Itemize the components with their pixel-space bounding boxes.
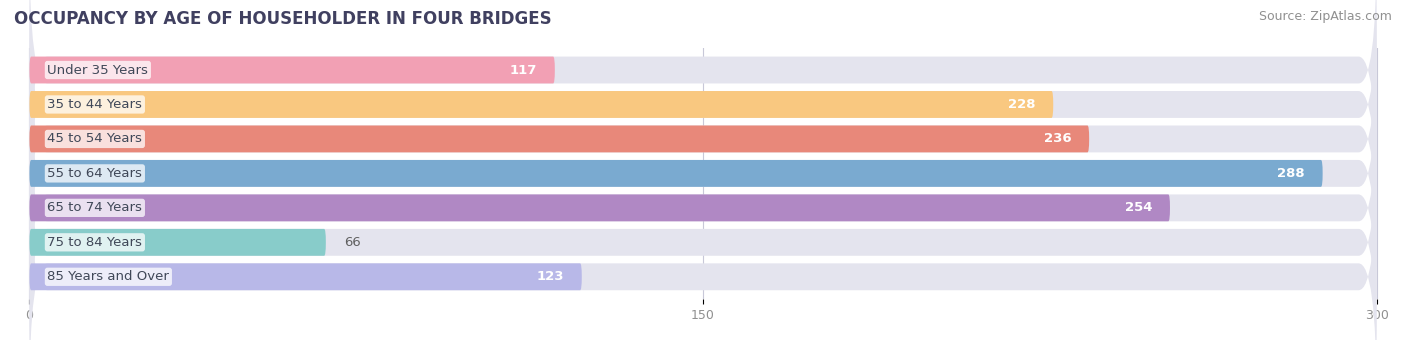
Text: 254: 254 — [1125, 201, 1152, 214]
FancyBboxPatch shape — [30, 15, 1376, 264]
Text: Under 35 Years: Under 35 Years — [48, 64, 148, 76]
Text: 55 to 64 Years: 55 to 64 Years — [48, 167, 142, 180]
Text: 236: 236 — [1043, 133, 1071, 146]
FancyBboxPatch shape — [30, 160, 1323, 187]
FancyBboxPatch shape — [30, 118, 1376, 340]
Text: 35 to 44 Years: 35 to 44 Years — [48, 98, 142, 111]
Text: 65 to 74 Years: 65 to 74 Years — [48, 201, 142, 214]
FancyBboxPatch shape — [30, 49, 1376, 298]
FancyBboxPatch shape — [30, 91, 1053, 118]
Text: OCCUPANCY BY AGE OF HOUSEHOLDER IN FOUR BRIDGES: OCCUPANCY BY AGE OF HOUSEHOLDER IN FOUR … — [14, 10, 551, 28]
FancyBboxPatch shape — [30, 264, 582, 290]
Text: 228: 228 — [1008, 98, 1035, 111]
FancyBboxPatch shape — [30, 0, 1376, 194]
FancyBboxPatch shape — [30, 194, 1170, 221]
Text: 45 to 54 Years: 45 to 54 Years — [48, 133, 142, 146]
FancyBboxPatch shape — [30, 152, 1376, 340]
Text: 66: 66 — [344, 236, 360, 249]
FancyBboxPatch shape — [30, 56, 555, 83]
Text: Source: ZipAtlas.com: Source: ZipAtlas.com — [1258, 10, 1392, 23]
FancyBboxPatch shape — [30, 229, 326, 256]
FancyBboxPatch shape — [30, 125, 1090, 152]
Text: 123: 123 — [536, 270, 564, 283]
FancyBboxPatch shape — [30, 0, 1376, 229]
FancyBboxPatch shape — [30, 83, 1376, 332]
Text: 288: 288 — [1277, 167, 1305, 180]
Text: 75 to 84 Years: 75 to 84 Years — [48, 236, 142, 249]
Text: 85 Years and Over: 85 Years and Over — [48, 270, 169, 283]
Text: 117: 117 — [509, 64, 537, 76]
